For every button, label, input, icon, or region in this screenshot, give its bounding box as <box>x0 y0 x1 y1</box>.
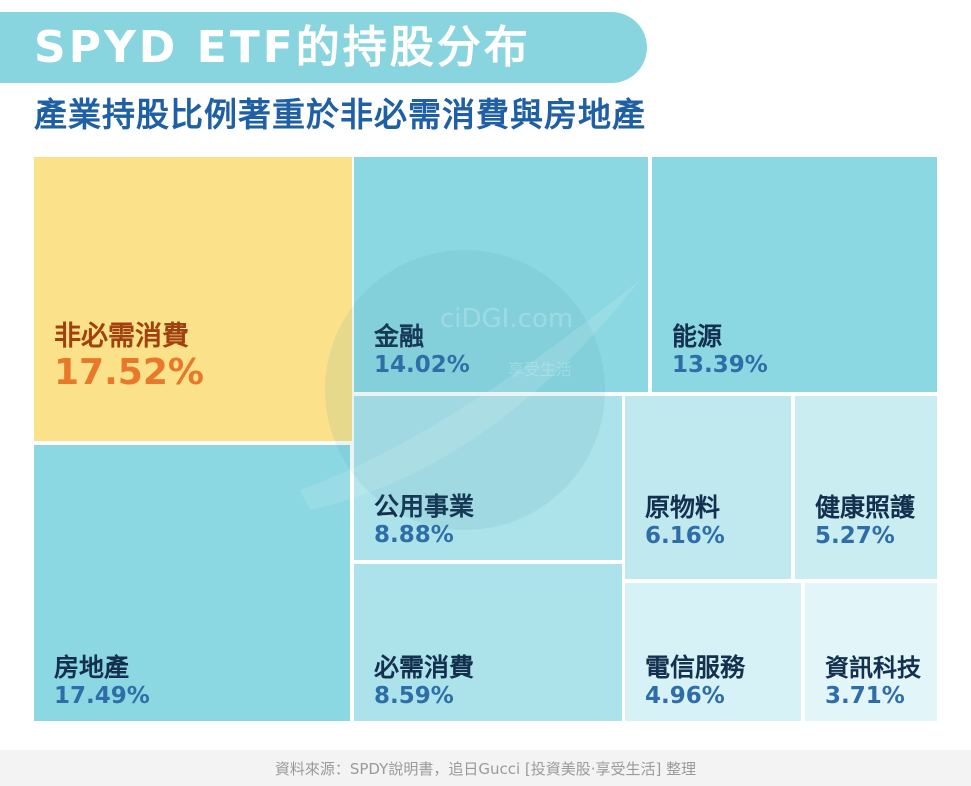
cell-value: 13.39% <box>672 351 768 378</box>
treemap-cell: 房地產 17.49% <box>34 445 350 721</box>
page-title: SPYD ETF的持股分布 <box>34 21 531 73</box>
treemap-cell: 健康照護 5.27% <box>795 396 937 579</box>
cell-label: 必需消費 <box>374 652 475 682</box>
treemap-cell: 電信服務 4.96% <box>625 583 801 721</box>
treemap-cell: 金融 14.02% <box>354 157 648 392</box>
cell-label: 電信服務 <box>645 652 746 682</box>
cell-value: 4.96% <box>645 682 725 709</box>
cell-label: 能源 <box>672 321 723 351</box>
cell-value: 17.49% <box>54 682 150 709</box>
cell-value: 14.02% <box>374 351 470 378</box>
cell-label: 原物料 <box>645 492 721 522</box>
cell-label: 公用事業 <box>374 491 475 521</box>
treemap-cell: 公用事業 8.88% <box>354 396 622 560</box>
cell-value: 6.16% <box>645 522 725 549</box>
treemap-cell: 必需消費 8.59% <box>354 564 622 721</box>
cell-label: 房地產 <box>54 652 130 682</box>
cell-label: 非必需消費 <box>54 320 189 352</box>
watermark-subtext: 享受生活 <box>508 360 573 379</box>
treemap-cell: 資訊科技 3.71% <box>805 583 937 721</box>
treemap-cell: 能源 13.39% <box>652 157 937 392</box>
source-footer: 資料來源：SPDY說明書，追日Gucci [投資美股·享受生活] 整理 <box>0 750 971 786</box>
cell-value: 8.59% <box>374 682 454 709</box>
cell-value: 5.27% <box>815 522 895 549</box>
cell-label: 資訊科技 <box>825 653 921 682</box>
cell-label: 健康照護 <box>815 492 916 522</box>
watermark-text: ciDGI.com <box>440 304 574 334</box>
treemap-cell: 原物料 6.16% <box>625 396 791 579</box>
cell-value: 17.52% <box>54 351 204 393</box>
cell-value: 3.71% <box>825 682 905 709</box>
source-text: 資料來源：SPDY說明書，追日Gucci [投資美股·享受生活] 整理 <box>274 759 697 778</box>
cell-label: 金融 <box>374 321 425 351</box>
treemap-cell: 非必需消費 17.52% <box>34 157 352 441</box>
page-subtitle: 產業持股比例著重於非必需消費與房地產 <box>34 95 646 134</box>
title-banner: SPYD ETF的持股分布 <box>0 12 647 83</box>
cell-value: 8.88% <box>374 521 454 548</box>
